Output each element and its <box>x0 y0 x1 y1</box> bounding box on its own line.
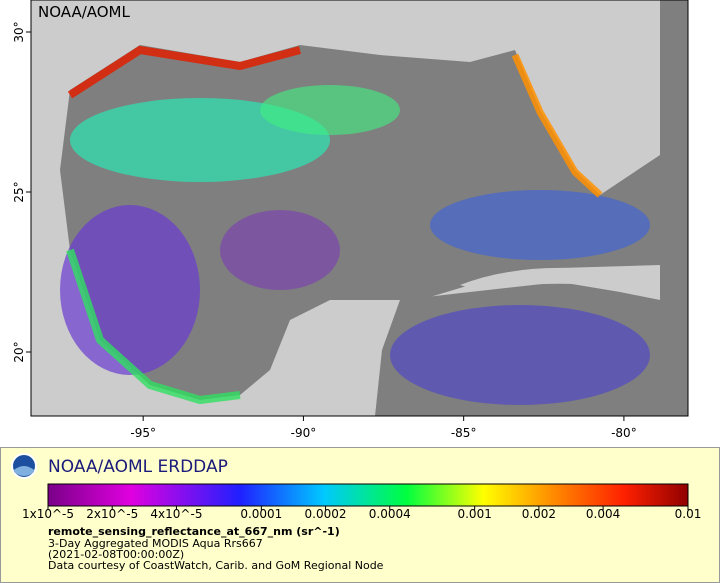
logo-ring <box>11 453 37 479</box>
colorbar-tick-label: 1x10^-5 <box>22 507 74 521</box>
coastal-high <box>67 45 302 99</box>
y-tick-label: 30° <box>12 21 26 42</box>
low-reflectance <box>390 305 650 405</box>
colorbar-tick-label: 0.002 <box>522 507 556 521</box>
colorbar-tick-label: 0.0001 <box>240 507 282 521</box>
coastal-high <box>66 248 241 405</box>
x-tick-label: -80° <box>611 426 637 440</box>
cuba <box>460 267 660 295</box>
x-tick-label: -90° <box>291 426 317 440</box>
colorbar-tick-label: 4x10^-5 <box>150 507 202 521</box>
watermark: NOAA/AOML <box>38 3 131 21</box>
legend-lines: 3-Day Aggregated MODIS Aqua Rrs667(2021-… <box>48 537 384 572</box>
variable-name: remote_sensing_reflectance_at_667_nm (sr… <box>48 525 340 538</box>
colorbar-tick-label: 0.001 <box>457 507 491 521</box>
legend-title: NOAA/AOML ERDDAP <box>48 457 228 477</box>
logo-wave <box>14 466 34 476</box>
colorbar <box>47 483 689 507</box>
legend-line: 3-Day Aggregated MODIS Aqua Rrs667 <box>48 537 263 550</box>
atlantic <box>660 0 688 416</box>
legend: NOAA/AOML ERDDAP remote_sensing_reflecta… <box>0 447 720 583</box>
legend-line: (2021-02-08T00:00:00Z) <box>48 548 184 561</box>
legend-box <box>0 447 720 583</box>
colorbar-tick-label: 0.0002 <box>305 507 347 521</box>
legend-line: Data courtesy of CoastWatch, Carib. and … <box>48 559 384 572</box>
colorbar-tick-label: 0.0004 <box>369 507 411 521</box>
colorbar-tick-label: 2x10^-5 <box>86 507 138 521</box>
map-frame <box>30 0 689 417</box>
y-tick-label: 25° <box>12 181 26 202</box>
sediment-plume <box>260 85 400 135</box>
coastal-high <box>511 53 603 198</box>
y-tick-label: 20° <box>12 341 26 362</box>
x-tick-label: -95° <box>130 426 156 440</box>
x-tick-label: -85° <box>451 426 477 440</box>
axes: -95° -90° -85° -80° 30° 25° 20° <box>12 21 637 440</box>
low-reflectance <box>220 210 340 290</box>
low-reflectance <box>430 190 650 260</box>
colorbar-tick-label: 0.01 <box>675 507 702 521</box>
colorbar-tick-label: 0.004 <box>586 507 620 521</box>
map: NOAA/AOML <box>30 0 689 417</box>
